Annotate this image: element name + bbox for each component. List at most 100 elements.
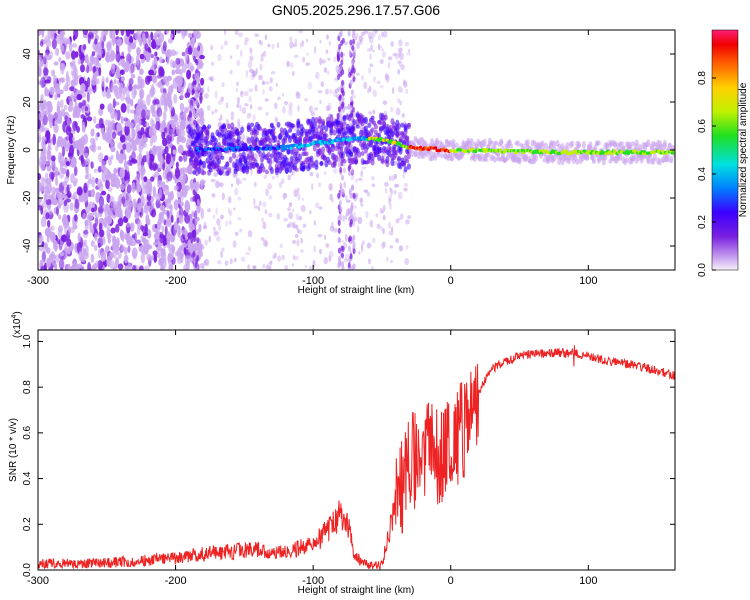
heatmap-cell <box>94 43 98 53</box>
heatmap-cell <box>390 158 395 167</box>
heatmap-cell <box>150 54 155 59</box>
snr-y-tick-label: 1.0 <box>22 334 33 348</box>
heatmap-cell <box>296 255 299 261</box>
heatmap-cell <box>367 258 372 265</box>
heatmap-cell <box>268 212 273 218</box>
heatmap-cell <box>324 133 329 138</box>
heatmap-cell <box>146 229 152 239</box>
spectrogram-x-tick-label: 100 <box>579 275 597 287</box>
heatmap-cell <box>157 246 163 251</box>
snr-multiplier-base: (x10 <box>12 318 23 338</box>
heatmap-cell <box>262 239 268 247</box>
heatmap-cell <box>187 45 193 56</box>
heatmap-cell <box>659 143 664 148</box>
heatmap-cell <box>157 80 162 89</box>
heatmap-cell <box>336 55 340 62</box>
heatmap-cell <box>78 250 83 262</box>
heatmap-cell <box>53 111 58 121</box>
heatmap-cell <box>59 77 66 83</box>
heatmap-cell <box>271 175 276 180</box>
heatmap-cell <box>362 139 367 147</box>
heatmap-cell <box>338 95 342 102</box>
heatmap-cell <box>105 203 109 211</box>
heatmap-cell <box>341 69 345 76</box>
heatmap-cell <box>303 97 309 102</box>
heatmap-cell <box>363 30 369 34</box>
heatmap-cell <box>282 192 286 200</box>
heatmap-cell <box>375 213 379 218</box>
heatmap-cell <box>52 133 57 146</box>
heatmap-cell <box>150 104 156 110</box>
snr-series-line <box>38 345 675 570</box>
heatmap-cell <box>220 214 224 220</box>
heatmap-cell <box>86 76 91 88</box>
heatmap-cell <box>120 103 127 114</box>
heatmap-cell <box>281 92 285 97</box>
heatmap-cell <box>334 88 339 94</box>
heatmap-cell <box>390 41 394 47</box>
heatmap-cell <box>80 154 84 165</box>
heatmap-cell <box>310 183 314 191</box>
heatmap-cell <box>363 81 368 90</box>
heatmap-cell <box>112 98 116 109</box>
heatmap-cell <box>340 51 344 58</box>
heatmap-cell <box>136 182 141 193</box>
heatmap-cell <box>352 67 356 74</box>
heatmap-cell <box>318 139 322 144</box>
heatmap-cell <box>271 43 275 50</box>
heatmap-cell <box>222 123 227 129</box>
heatmap-cell <box>269 153 274 159</box>
heatmap-cell <box>54 93 58 101</box>
heatmap-cell <box>162 41 167 52</box>
heatmap-cell <box>367 242 372 249</box>
heatmap-cell <box>394 184 400 188</box>
heatmap-cell <box>255 129 260 136</box>
heatmap-cell <box>200 207 205 220</box>
heatmap-cell <box>101 40 105 49</box>
snr-y-tick-label: 0.0 <box>22 563 33 577</box>
heatmap-cell <box>146 200 152 207</box>
heatmap-cell <box>61 217 67 223</box>
heatmap-cell <box>288 211 294 220</box>
heatmap-cell <box>115 208 120 217</box>
heatmap-cell <box>624 157 629 163</box>
heatmap-cell <box>371 49 376 53</box>
heatmap-cell <box>162 110 167 122</box>
heatmap-cell <box>49 86 55 96</box>
heatmap-cell <box>221 82 225 88</box>
heatmap-cell <box>180 94 184 100</box>
heatmap-cell <box>371 183 376 187</box>
heatmap-cell <box>80 82 86 93</box>
heatmap-cell <box>208 76 213 81</box>
spectrogram-y-tick-label: 0 <box>22 147 33 153</box>
heatmap-cell <box>344 233 348 242</box>
heatmap-cell <box>353 205 358 209</box>
heatmap-cell <box>401 161 406 166</box>
heatmap-cell <box>57 214 62 220</box>
heatmap-cell <box>319 142 324 146</box>
heatmap-cell <box>352 30 356 35</box>
heatmap-cell <box>268 137 273 144</box>
heatmap-cell <box>158 66 164 77</box>
heatmap-cell <box>188 32 193 38</box>
heatmap-cell <box>77 263 83 269</box>
heatmap-cell <box>76 93 83 101</box>
heatmap-cell <box>71 43 78 48</box>
heatmap-cell <box>349 39 353 46</box>
heatmap-cell <box>405 219 410 225</box>
heatmap-cell <box>224 260 229 267</box>
heatmap-cell <box>158 145 165 155</box>
heatmap-cell <box>239 104 242 112</box>
heatmap-cell <box>196 198 200 205</box>
heatmap-cell <box>283 217 288 222</box>
heatmap-cell <box>197 84 201 91</box>
heatmap-cell <box>170 214 174 223</box>
heatmap-cell <box>102 235 106 243</box>
heatmap-cell <box>38 138 41 143</box>
heatmap-cell <box>368 142 373 148</box>
heatmap-cell <box>84 174 89 180</box>
heatmap-cell <box>120 76 125 82</box>
heatmap-cell <box>399 100 402 106</box>
heatmap-cell <box>113 89 118 97</box>
heatmap-cell <box>406 163 411 170</box>
